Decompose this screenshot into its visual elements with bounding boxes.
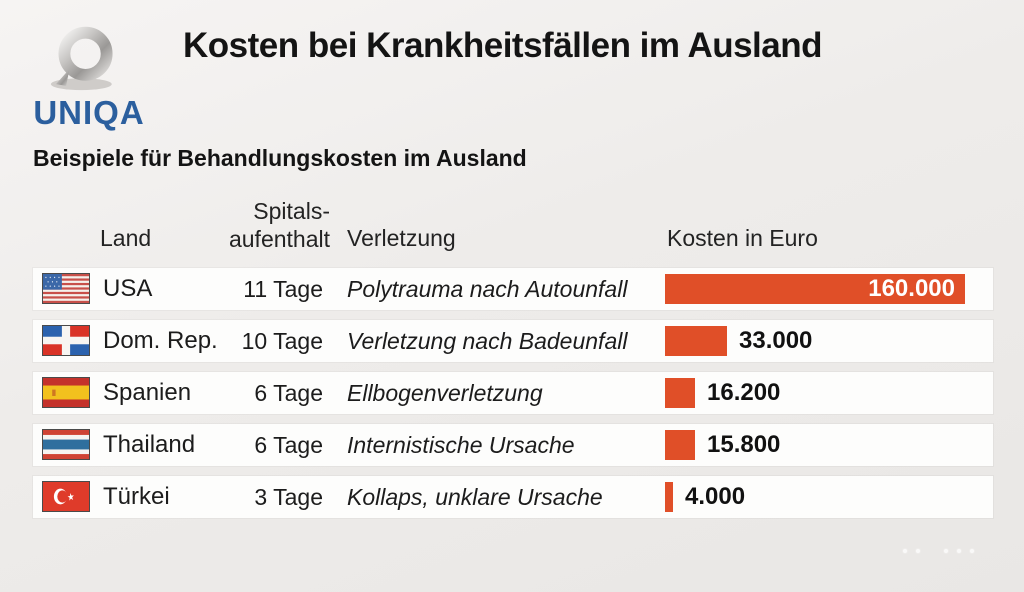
turkey-flag-icon (42, 481, 90, 512)
country-label: Türkei (103, 483, 170, 510)
cost-bar (665, 378, 695, 408)
table-row-thailand: Thailand 6 Tage Internistische Ursache 1… (33, 424, 993, 466)
country-label: USA (103, 275, 153, 302)
uniqa-wordmark: UNIQA (33, 94, 145, 131)
page-title: Kosten bei Krankheitsfällen im Ausland (183, 26, 823, 65)
cost-bar-cell: 15.800 (665, 424, 993, 466)
column-header-country: Land (100, 225, 152, 251)
stay-label: 6 Tage (254, 432, 323, 458)
subtitle: Beispiele für Behandlungskosten im Ausla… (33, 145, 527, 171)
table-row-turkey: Türkei 3 Tage Kollaps, unklare Ursache 4… (33, 476, 993, 518)
cost-bar-cell: 4.000 (665, 476, 993, 518)
column-header-injury: Verletzung (347, 225, 456, 251)
injury-label: Verletzung nach Badeunfall (347, 328, 628, 354)
column-header-cost: Kosten in Euro (667, 225, 818, 251)
table-body: USA 11 Tage Polytrauma nach Autounfall 1… (33, 268, 993, 528)
country-label: Spanien (103, 379, 192, 406)
column-header-stay-line2: aufenthalt (228, 226, 330, 252)
table-row-dominican-republic: Dom. Rep. 10 Tage Verletzung nach Badeun… (33, 320, 993, 362)
stay-label: 11 Tage (243, 276, 323, 302)
cost-value-label: 15.800 (707, 431, 781, 458)
cost-bar-cell: 16.200 (665, 372, 993, 414)
cost-bar (665, 430, 695, 460)
dominican-republic-flag-icon (42, 325, 90, 356)
cost-value-label: 160.000 (868, 275, 955, 302)
column-header-stay: Spitals- aufenthalt (195, 197, 330, 253)
column-header-stay-line1: Spitals- (253, 198, 330, 224)
cost-value-label: 33.000 (739, 327, 813, 354)
usa-flag-icon (42, 273, 90, 304)
stay-label: 6 Tage (254, 380, 323, 406)
cost-bar (665, 482, 673, 512)
country-label: Thailand (103, 431, 196, 458)
injury-label: Internistische Ursache (347, 432, 575, 458)
uniqa-ring-icon (50, 26, 113, 91)
thailand-flag-icon (42, 429, 90, 460)
cost-bar (665, 326, 727, 356)
watermark-dots (903, 549, 983, 553)
spain-flag-icon (42, 377, 90, 408)
cost-bar-cell: 160.000 (665, 268, 993, 310)
table-row-usa: USA 11 Tage Polytrauma nach Autounfall 1… (33, 268, 993, 310)
injury-label: Polytrauma nach Autounfall (347, 276, 628, 302)
injury-label: Kollaps, unklare Ursache (347, 484, 603, 510)
cost-bar-cell: 33.000 (665, 320, 993, 362)
uniqa-logo: UNIQA (14, 16, 164, 131)
table-row-spain: Spanien 6 Tage Ellbogenverletzung 16.200 (33, 372, 993, 414)
stay-label: 10 Tage (241, 328, 323, 354)
cost-value-label: 16.200 (707, 379, 781, 406)
injury-label: Ellbogenverletzung (347, 380, 543, 406)
cost-bar (665, 274, 965, 304)
cost-value-label: 4.000 (685, 483, 746, 510)
stay-label: 3 Tage (254, 484, 323, 510)
country-label: Dom. Rep. (103, 327, 218, 354)
